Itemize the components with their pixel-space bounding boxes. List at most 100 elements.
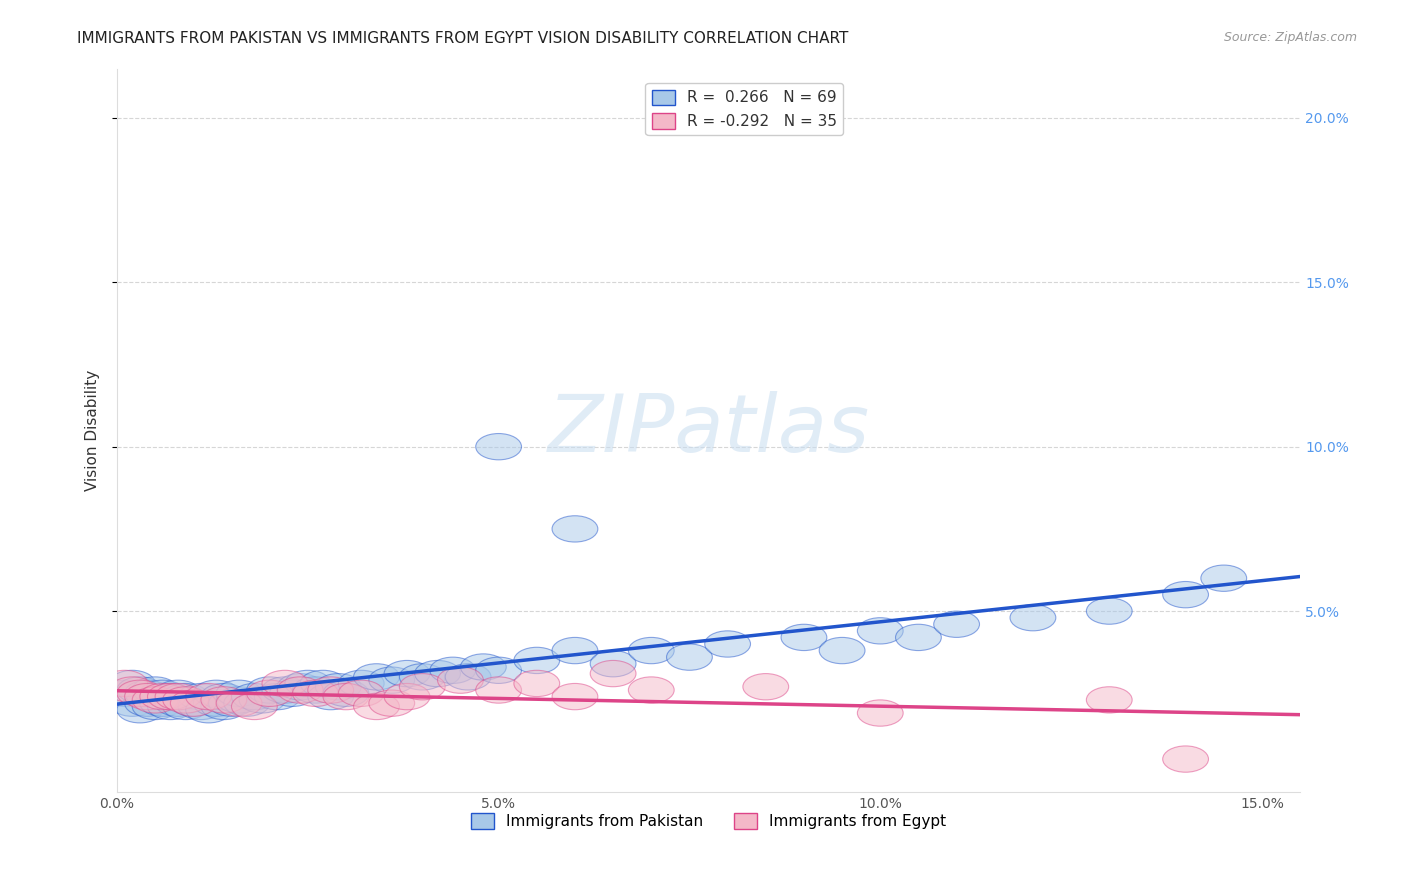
Ellipse shape	[155, 683, 201, 710]
Ellipse shape	[155, 681, 201, 706]
Ellipse shape	[232, 693, 277, 720]
Ellipse shape	[117, 697, 163, 723]
Ellipse shape	[217, 681, 262, 706]
Ellipse shape	[285, 670, 330, 697]
Ellipse shape	[315, 673, 361, 700]
Ellipse shape	[201, 683, 246, 710]
Ellipse shape	[1010, 605, 1056, 631]
Ellipse shape	[201, 687, 246, 713]
Ellipse shape	[117, 677, 163, 703]
Legend: Immigrants from Pakistan, Immigrants from Egypt: Immigrants from Pakistan, Immigrants fro…	[465, 806, 952, 835]
Ellipse shape	[858, 617, 903, 644]
Ellipse shape	[170, 690, 217, 716]
Ellipse shape	[277, 673, 323, 700]
Ellipse shape	[782, 624, 827, 650]
Ellipse shape	[353, 664, 399, 690]
Ellipse shape	[896, 624, 942, 650]
Ellipse shape	[430, 657, 475, 683]
Ellipse shape	[628, 638, 673, 664]
Ellipse shape	[163, 683, 208, 710]
Ellipse shape	[1087, 598, 1132, 624]
Ellipse shape	[704, 631, 751, 657]
Ellipse shape	[299, 670, 346, 697]
Ellipse shape	[186, 697, 232, 723]
Ellipse shape	[125, 683, 170, 710]
Ellipse shape	[460, 654, 506, 681]
Ellipse shape	[858, 700, 903, 726]
Ellipse shape	[1087, 687, 1132, 713]
Ellipse shape	[139, 681, 186, 706]
Ellipse shape	[262, 677, 308, 703]
Ellipse shape	[262, 670, 308, 697]
Ellipse shape	[132, 687, 179, 713]
Ellipse shape	[475, 434, 522, 460]
Ellipse shape	[323, 681, 368, 706]
Ellipse shape	[132, 677, 179, 703]
Ellipse shape	[232, 683, 277, 710]
Ellipse shape	[101, 681, 148, 706]
Ellipse shape	[368, 690, 415, 716]
Ellipse shape	[384, 683, 430, 710]
Ellipse shape	[513, 648, 560, 673]
Ellipse shape	[399, 664, 446, 690]
Ellipse shape	[628, 677, 673, 703]
Ellipse shape	[224, 690, 270, 716]
Ellipse shape	[239, 687, 285, 713]
Ellipse shape	[110, 677, 155, 703]
Ellipse shape	[591, 650, 636, 677]
Ellipse shape	[553, 638, 598, 664]
Ellipse shape	[384, 660, 430, 687]
Ellipse shape	[208, 690, 254, 716]
Ellipse shape	[148, 683, 193, 710]
Ellipse shape	[148, 683, 193, 710]
Ellipse shape	[125, 681, 170, 706]
Ellipse shape	[446, 664, 491, 690]
Ellipse shape	[179, 693, 224, 720]
Ellipse shape	[308, 683, 353, 710]
Ellipse shape	[201, 693, 246, 720]
Ellipse shape	[155, 690, 201, 716]
Ellipse shape	[186, 683, 232, 710]
Ellipse shape	[193, 690, 239, 716]
Ellipse shape	[820, 638, 865, 664]
Ellipse shape	[270, 681, 315, 706]
Ellipse shape	[339, 670, 384, 697]
Ellipse shape	[934, 611, 980, 638]
Ellipse shape	[475, 677, 522, 703]
Ellipse shape	[292, 677, 339, 703]
Ellipse shape	[292, 681, 339, 706]
Ellipse shape	[277, 677, 323, 703]
Text: ZIPatlas: ZIPatlas	[547, 392, 869, 469]
Ellipse shape	[246, 677, 292, 703]
Ellipse shape	[193, 681, 239, 706]
Ellipse shape	[553, 516, 598, 542]
Text: Source: ZipAtlas.com: Source: ZipAtlas.com	[1223, 31, 1357, 45]
Ellipse shape	[368, 667, 415, 693]
Ellipse shape	[125, 690, 170, 716]
Ellipse shape	[139, 690, 186, 716]
Ellipse shape	[110, 690, 155, 716]
Ellipse shape	[399, 673, 446, 700]
Ellipse shape	[163, 693, 208, 720]
Ellipse shape	[415, 660, 460, 687]
Ellipse shape	[475, 657, 522, 683]
Ellipse shape	[666, 644, 713, 670]
Ellipse shape	[1201, 565, 1247, 591]
Ellipse shape	[553, 683, 598, 710]
Ellipse shape	[308, 677, 353, 703]
Ellipse shape	[101, 670, 148, 697]
Text: IMMIGRANTS FROM PAKISTAN VS IMMIGRANTS FROM EGYPT VISION DISABILITY CORRELATION : IMMIGRANTS FROM PAKISTAN VS IMMIGRANTS F…	[77, 31, 849, 46]
Ellipse shape	[217, 690, 262, 716]
Ellipse shape	[163, 687, 208, 713]
Ellipse shape	[246, 681, 292, 706]
Ellipse shape	[339, 681, 384, 706]
Ellipse shape	[353, 693, 399, 720]
Ellipse shape	[217, 687, 262, 713]
Ellipse shape	[179, 683, 224, 710]
Ellipse shape	[591, 660, 636, 687]
Ellipse shape	[1163, 582, 1209, 607]
Ellipse shape	[170, 690, 217, 716]
Ellipse shape	[110, 670, 155, 697]
Ellipse shape	[513, 670, 560, 697]
Ellipse shape	[139, 683, 186, 710]
